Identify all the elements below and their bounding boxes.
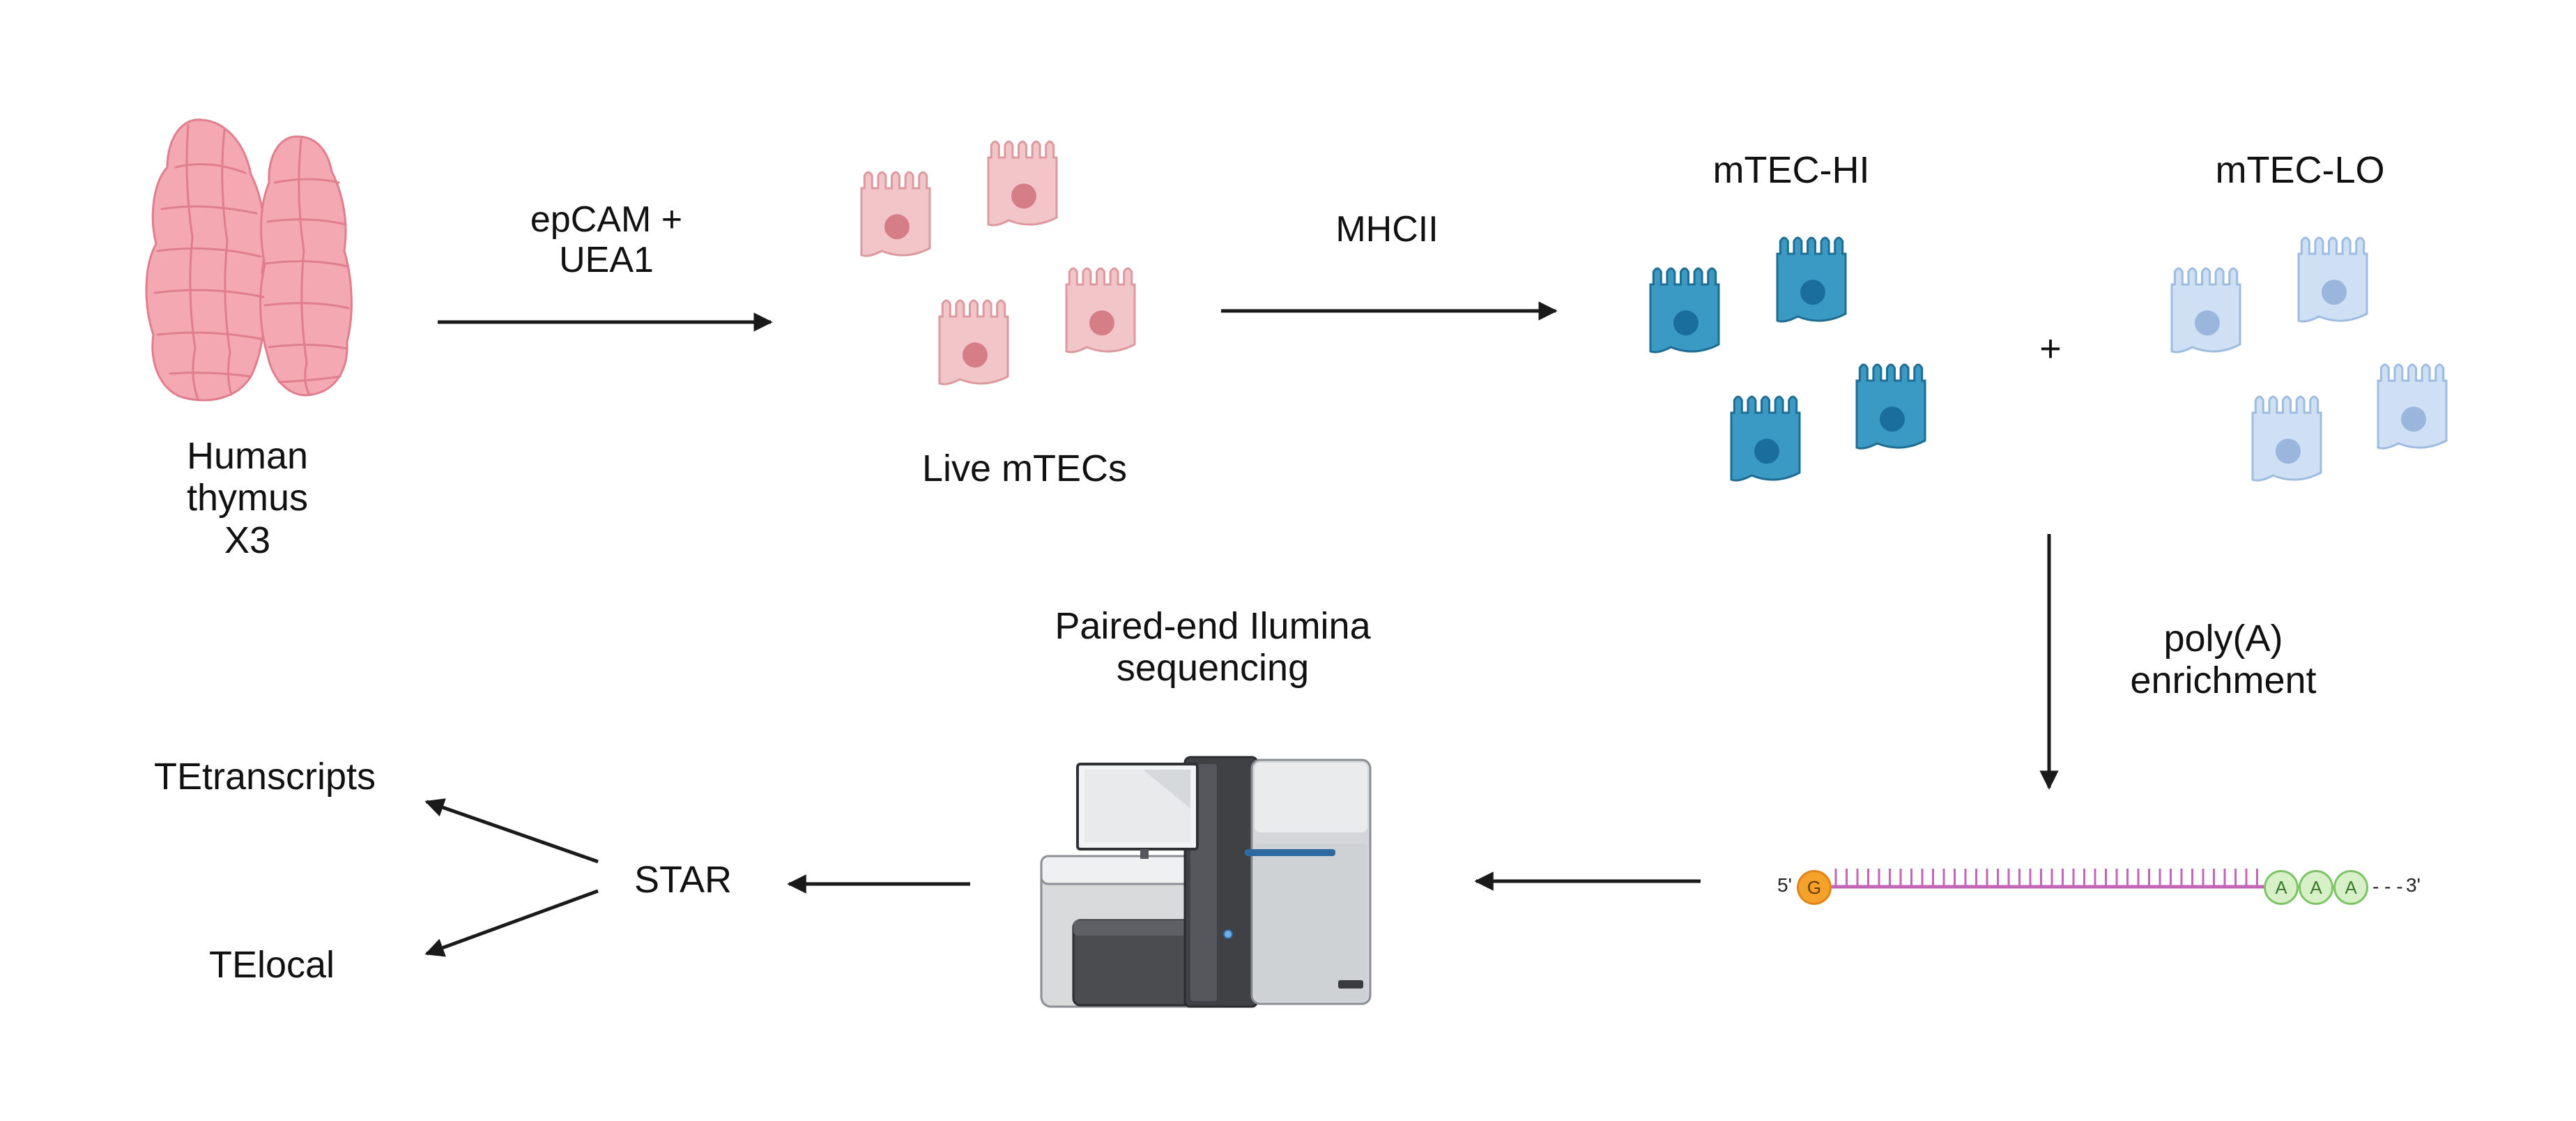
cell-nucleus — [962, 342, 988, 368]
star-label: STAR — [634, 859, 732, 901]
thymus-label-line-2: thymus — [186, 477, 309, 519]
human-thymus-icon — [145, 119, 353, 402]
mtec-lo-cells — [2170, 236, 2448, 482]
cell-nucleus — [2275, 439, 2301, 464]
cell-body — [2251, 395, 2322, 482]
arrows — [424, 301, 2059, 957]
cell-nucleus — [884, 214, 910, 240]
telocal-label: TElocal — [208, 944, 335, 986]
sort-epcam-label: epCAM + UEA1 — [488, 199, 725, 280]
thymus-left-lobe — [145, 119, 266, 402]
cell-body — [1730, 395, 1801, 482]
rna-three-prime-label: 3' — [2406, 874, 2421, 896]
cell-body — [2170, 267, 2241, 353]
cell-nucleus — [2194, 310, 2220, 336]
mtec-hi-label: mTEC-HI — [1712, 149, 1870, 191]
rna-polya-bead: A — [2264, 870, 2299, 905]
arrow-star-to-telocal — [424, 889, 599, 957]
plus-sign: + — [2039, 328, 2062, 369]
cell-body — [1649, 267, 1720, 353]
cell-body — [1065, 267, 1136, 353]
cell-body — [1776, 236, 1847, 323]
tetranscripts-label: TEtranscripts — [153, 756, 376, 798]
cell-body — [860, 171, 931, 257]
thymus-label-line-3: X3 — [224, 519, 271, 561]
cell-body — [987, 140, 1058, 227]
cell-nucleus — [1754, 439, 1779, 464]
sequencing-label: Paired-end Ilumina sequencing — [934, 605, 1492, 689]
cell-nucleus — [2321, 280, 2347, 305]
live-mtecs-label: Live mTECs — [921, 448, 1128, 489]
illumina-sequencer-icon — [1040, 756, 1372, 1008]
cell-body — [2377, 363, 2448, 450]
sort-mhcii-label: MHCII — [1335, 209, 1439, 250]
sort-epcam-line-2: UEA1 — [559, 240, 654, 281]
cell-nucleus — [1089, 310, 1114, 336]
cell-nucleus — [1673, 310, 1699, 336]
arrow-star-to-tetranscripts — [424, 798, 599, 864]
cell-body — [938, 299, 1009, 386]
cell-nucleus — [1800, 280, 1825, 305]
sequencing-line-2: sequencing — [1116, 647, 1310, 689]
thymus-label: Human thymus X3 — [157, 435, 338, 561]
mtec-hi-cells — [1649, 236, 1926, 482]
polya-enrichment-label: poly(A) enrichment — [2077, 618, 2370, 702]
sequencing-line-1: Paired-end Ilumina — [1055, 605, 1371, 647]
rna-polya-bead: A — [2333, 870, 2368, 905]
rna-five-prime-label: 5' — [1777, 874, 1792, 896]
cell-body — [2297, 236, 2368, 323]
thymus-right-lobe — [259, 135, 353, 397]
mtec-lo-label: mTEC-LO — [2215, 149, 2385, 191]
thymus-label-line-1: Human — [186, 435, 309, 477]
polya-line-1: poly(A) — [2163, 618, 2283, 659]
live-mtec-cells — [860, 140, 1136, 386]
rna-tail-dashes: - - - — [2372, 876, 2403, 897]
rna-polya-bead: A — [2299, 870, 2333, 905]
rna-cap-bead: G — [1797, 870, 1832, 905]
cell-nucleus — [2400, 406, 2426, 432]
mrna-strand-icon — [1832, 869, 2267, 889]
cell-nucleus — [1011, 183, 1036, 209]
sort-epcam-line-1: epCAM + — [530, 199, 683, 240]
cell-body — [1855, 363, 1926, 450]
polya-line-2: enrichment — [2130, 659, 2317, 702]
cell-nucleus — [1879, 406, 1905, 432]
